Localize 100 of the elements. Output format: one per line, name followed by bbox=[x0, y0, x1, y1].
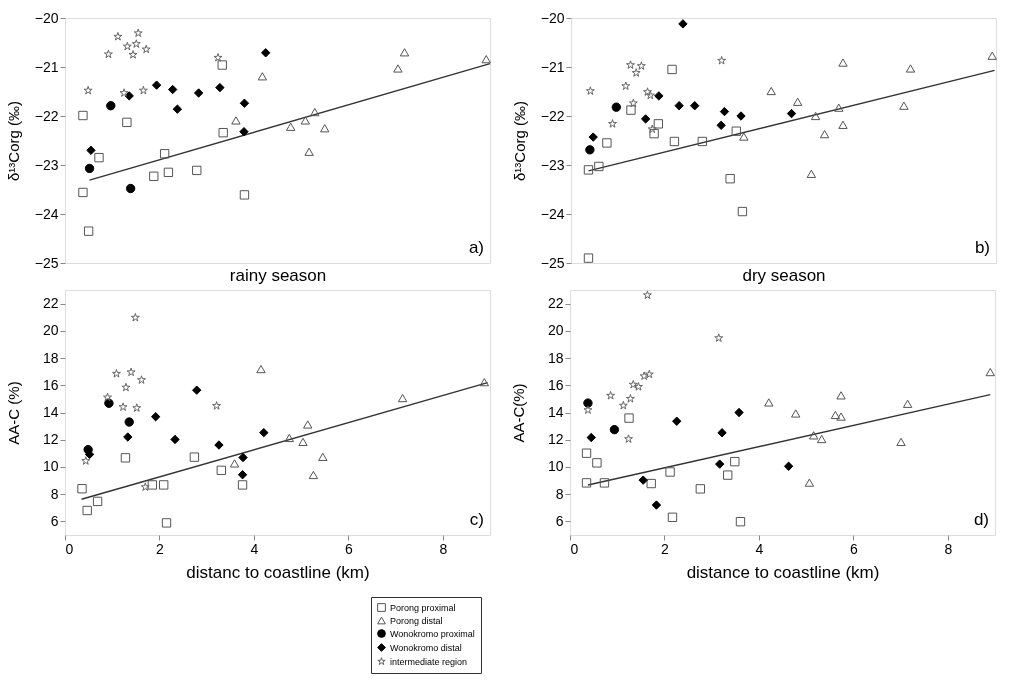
point bbox=[128, 50, 138, 59]
y-tick-label: 22 bbox=[547, 295, 564, 312]
point bbox=[639, 371, 649, 381]
point bbox=[730, 456, 740, 467]
point bbox=[583, 165, 594, 175]
point bbox=[239, 190, 250, 200]
point bbox=[300, 116, 311, 125]
point bbox=[133, 28, 143, 38]
point bbox=[608, 119, 618, 128]
point bbox=[78, 187, 88, 198]
point bbox=[259, 427, 269, 438]
y-tick-label: 20 bbox=[547, 322, 564, 339]
legend-label: Porong distal bbox=[390, 615, 443, 626]
y-tick-label: 6 bbox=[50, 512, 59, 529]
point bbox=[810, 111, 821, 121]
point bbox=[836, 391, 846, 400]
x-tick-label: 2 bbox=[156, 540, 165, 557]
point bbox=[481, 55, 491, 64]
point bbox=[122, 117, 132, 128]
point bbox=[238, 452, 248, 463]
point bbox=[636, 61, 646, 70]
point bbox=[192, 385, 202, 395]
point bbox=[678, 19, 688, 29]
point bbox=[193, 88, 204, 98]
x-tick-label: 6 bbox=[849, 540, 858, 557]
point bbox=[83, 226, 94, 236]
y-tick-label: −20 bbox=[540, 9, 565, 26]
x-tick-label: 4 bbox=[250, 540, 259, 557]
legend-label: Wonokromo proximal bbox=[390, 628, 475, 639]
point bbox=[106, 101, 116, 111]
annotation: a) bbox=[468, 238, 484, 257]
point bbox=[132, 403, 142, 412]
point bbox=[624, 434, 634, 443]
point bbox=[284, 433, 294, 443]
point bbox=[261, 48, 271, 58]
point bbox=[838, 120, 848, 129]
point bbox=[189, 452, 200, 462]
point bbox=[150, 412, 161, 422]
x-axis-title: distanc to coastline (km) bbox=[186, 562, 370, 582]
point bbox=[479, 378, 490, 387]
point bbox=[618, 400, 628, 410]
point bbox=[674, 101, 684, 111]
y-tick-label: 6 bbox=[555, 512, 564, 529]
annotation: c) bbox=[469, 510, 484, 529]
point bbox=[239, 127, 249, 137]
point bbox=[628, 98, 638, 108]
point bbox=[217, 60, 227, 70]
y-tick-label: −25 bbox=[34, 254, 59, 271]
point bbox=[120, 453, 131, 463]
point bbox=[86, 145, 96, 155]
point bbox=[592, 458, 602, 468]
point bbox=[237, 480, 248, 490]
point bbox=[399, 48, 410, 57]
point bbox=[725, 174, 735, 184]
legend-label: Wonokromo distal bbox=[390, 642, 462, 653]
x-axis-title: dry season bbox=[742, 265, 826, 285]
annotation: b) bbox=[974, 238, 990, 257]
point bbox=[631, 68, 641, 77]
y-tick-label: −25 bbox=[540, 254, 565, 271]
point bbox=[159, 480, 169, 490]
point bbox=[147, 480, 158, 490]
y-tick-label: −24 bbox=[34, 205, 59, 222]
point bbox=[118, 402, 128, 411]
point bbox=[161, 518, 172, 528]
y-tick-label: 22 bbox=[42, 295, 59, 312]
point bbox=[987, 51, 997, 60]
point bbox=[213, 53, 223, 62]
point bbox=[651, 500, 662, 510]
point bbox=[393, 64, 403, 73]
point bbox=[714, 333, 724, 342]
point bbox=[723, 470, 733, 480]
point bbox=[151, 80, 162, 90]
point bbox=[717, 428, 727, 438]
point bbox=[736, 111, 746, 121]
point bbox=[124, 417, 134, 427]
y-tick-label: 12 bbox=[547, 431, 564, 448]
y-axis-title: δ¹³Corg (‰) bbox=[510, 100, 528, 182]
point bbox=[298, 437, 308, 447]
point bbox=[318, 452, 328, 461]
x-tick-label: 0 bbox=[570, 540, 579, 557]
point bbox=[583, 253, 594, 263]
point bbox=[836, 412, 846, 421]
point bbox=[896, 437, 906, 447]
point bbox=[585, 145, 595, 155]
point bbox=[731, 126, 741, 136]
point bbox=[739, 132, 749, 141]
point bbox=[838, 58, 848, 67]
y-tick-label: −23 bbox=[34, 156, 59, 173]
x-tick-label: 8 bbox=[944, 540, 953, 557]
point bbox=[140, 482, 150, 491]
point bbox=[192, 165, 202, 176]
point bbox=[808, 431, 819, 440]
x-tick-label: 6 bbox=[344, 540, 353, 557]
point bbox=[77, 484, 87, 494]
point bbox=[830, 410, 841, 420]
point bbox=[78, 110, 88, 121]
point bbox=[606, 390, 616, 400]
point bbox=[215, 82, 225, 93]
point bbox=[286, 122, 296, 131]
y-tick-label: 18 bbox=[42, 349, 59, 366]
